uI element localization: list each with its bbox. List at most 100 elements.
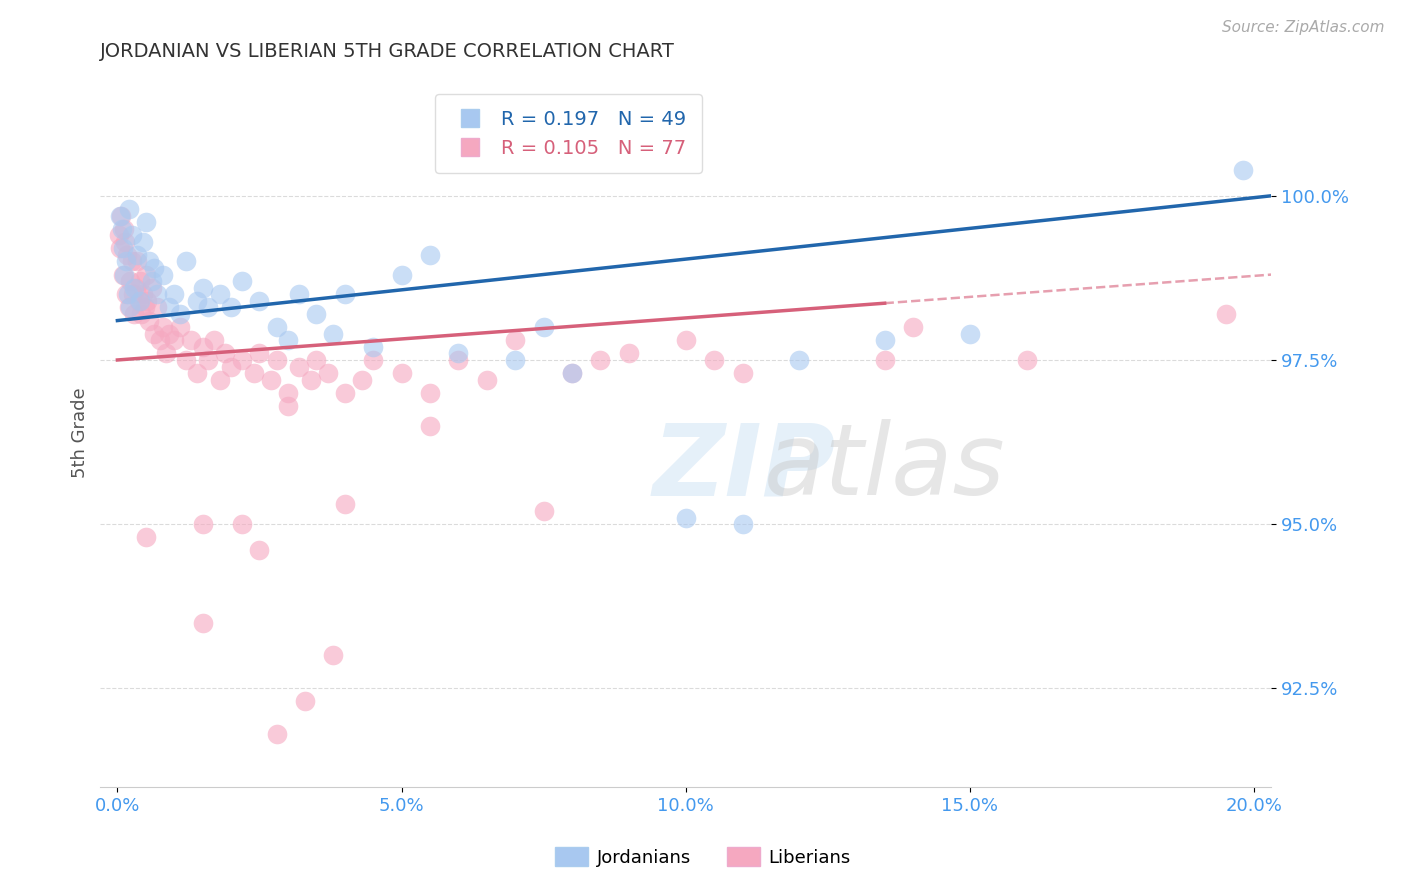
Point bbox=[118, 301, 141, 315]
Legend: Jordanians, Liberians: Jordanians, Liberians bbox=[548, 840, 858, 874]
Point bbox=[124, 281, 146, 295]
Point bbox=[129, 274, 152, 288]
Point bbox=[561, 366, 583, 380]
Point bbox=[197, 353, 219, 368]
Point bbox=[129, 307, 152, 321]
Point bbox=[111, 221, 134, 235]
Point bbox=[155, 346, 177, 360]
Point bbox=[447, 346, 470, 360]
Point bbox=[135, 268, 157, 282]
Point bbox=[208, 373, 231, 387]
Point bbox=[288, 287, 311, 301]
Point bbox=[121, 254, 143, 268]
Point bbox=[703, 353, 725, 368]
Point bbox=[266, 727, 288, 741]
Point bbox=[322, 326, 344, 341]
Point bbox=[789, 353, 811, 368]
Point bbox=[294, 694, 316, 708]
Point bbox=[128, 293, 150, 308]
Point bbox=[1215, 307, 1237, 321]
Point bbox=[361, 353, 384, 368]
Point bbox=[157, 301, 180, 315]
Point bbox=[112, 268, 135, 282]
Text: Source: ZipAtlas.com: Source: ZipAtlas.com bbox=[1222, 20, 1385, 35]
Point bbox=[475, 373, 498, 387]
Point bbox=[322, 648, 344, 663]
Point bbox=[299, 373, 322, 387]
Point bbox=[112, 241, 135, 255]
Point bbox=[117, 287, 139, 301]
Point bbox=[146, 301, 169, 315]
Point bbox=[112, 221, 135, 235]
Point bbox=[333, 385, 356, 400]
Point bbox=[191, 281, 214, 295]
Point bbox=[277, 385, 299, 400]
Point bbox=[108, 228, 131, 243]
Point bbox=[169, 320, 191, 334]
Point bbox=[1232, 162, 1254, 177]
Point bbox=[503, 333, 526, 347]
Point bbox=[231, 517, 253, 532]
Point bbox=[231, 353, 253, 368]
Point bbox=[731, 517, 754, 532]
Point bbox=[152, 268, 174, 282]
Point bbox=[122, 287, 145, 301]
Point bbox=[202, 333, 225, 347]
Point bbox=[873, 333, 896, 347]
Point bbox=[138, 313, 160, 327]
Point bbox=[146, 287, 169, 301]
Point bbox=[124, 307, 146, 321]
Point bbox=[391, 268, 413, 282]
Point bbox=[134, 301, 156, 315]
Point bbox=[141, 281, 163, 295]
Point bbox=[132, 287, 155, 301]
Point bbox=[169, 307, 191, 321]
Point bbox=[305, 353, 328, 368]
Point bbox=[214, 346, 236, 360]
Point bbox=[675, 510, 697, 524]
Point bbox=[191, 340, 214, 354]
Point bbox=[115, 248, 138, 262]
Point bbox=[136, 293, 159, 308]
Point bbox=[731, 366, 754, 380]
Point bbox=[873, 353, 896, 368]
Point bbox=[118, 202, 141, 216]
Point bbox=[174, 254, 197, 268]
Point bbox=[419, 248, 441, 262]
Point bbox=[149, 333, 172, 347]
Text: JORDANIAN VS LIBERIAN 5TH GRADE CORRELATION CHART: JORDANIAN VS LIBERIAN 5TH GRADE CORRELAT… bbox=[100, 42, 675, 61]
Point bbox=[419, 385, 441, 400]
Point bbox=[675, 333, 697, 347]
Point bbox=[186, 366, 208, 380]
Point bbox=[208, 287, 231, 301]
Point bbox=[589, 353, 612, 368]
Point bbox=[174, 353, 197, 368]
Point bbox=[391, 366, 413, 380]
Point bbox=[447, 353, 470, 368]
Point bbox=[333, 287, 356, 301]
Point bbox=[115, 287, 138, 301]
Point bbox=[110, 209, 132, 223]
Point bbox=[249, 293, 271, 308]
Point bbox=[141, 274, 163, 288]
Point bbox=[277, 399, 299, 413]
Point bbox=[231, 274, 253, 288]
Point bbox=[118, 301, 141, 315]
Point bbox=[135, 530, 157, 544]
Text: ZIP: ZIP bbox=[652, 419, 835, 516]
Point bbox=[503, 353, 526, 368]
Point bbox=[959, 326, 981, 341]
Point bbox=[288, 359, 311, 374]
Point bbox=[191, 615, 214, 630]
Point bbox=[163, 333, 186, 347]
Point bbox=[197, 301, 219, 315]
Point bbox=[118, 274, 141, 288]
Point bbox=[1015, 353, 1038, 368]
Point bbox=[135, 215, 157, 229]
Point bbox=[561, 366, 583, 380]
Point bbox=[249, 346, 271, 360]
Point bbox=[333, 498, 356, 512]
Text: atlas: atlas bbox=[763, 419, 1005, 516]
Point bbox=[243, 366, 266, 380]
Point bbox=[191, 517, 214, 532]
